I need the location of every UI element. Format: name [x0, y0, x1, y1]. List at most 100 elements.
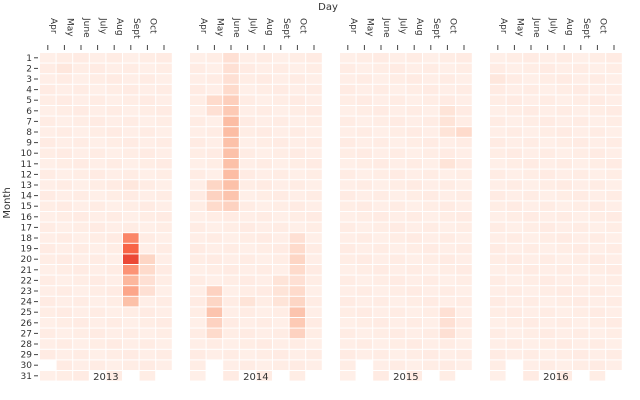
heatmap-cell [73, 233, 89, 243]
heatmap-cell [106, 116, 122, 127]
heatmap-cell [490, 328, 506, 339]
heatmap-cell [456, 137, 472, 148]
heatmap-cell [589, 318, 606, 328]
heatmap-cell [73, 371, 89, 381]
heatmap-cell [556, 180, 572, 190]
heatmap-cell [490, 275, 506, 286]
heatmap-cell [506, 265, 523, 275]
heatmap-cell [223, 318, 239, 328]
heatmap-cell [239, 307, 256, 317]
heatmap-cell [40, 275, 56, 286]
heatmap-cell [73, 201, 89, 211]
heatmap-cell [340, 360, 356, 370]
heatmap-cell [239, 95, 256, 105]
heatmap-cell [306, 95, 322, 105]
heatmap-cell [439, 159, 456, 169]
heatmap-cell [439, 286, 456, 296]
heatmap-cell [56, 190, 73, 201]
heatmap-cell [56, 307, 73, 317]
heatmap-cell [106, 53, 122, 63]
heatmap-cell [306, 63, 322, 74]
heatmap-cell [606, 190, 622, 201]
heatmap-cell [73, 212, 89, 222]
x-tick-label: June [531, 17, 541, 38]
heatmap-cell [306, 169, 322, 180]
heatmap-cell [73, 169, 89, 180]
heatmap-cell [539, 95, 556, 105]
heatmap-cell [239, 53, 256, 63]
heatmap-cell [56, 296, 73, 307]
heatmap-cell [256, 222, 272, 233]
heatmap-cell [373, 190, 389, 201]
heatmap-cell [223, 233, 239, 243]
heatmap-cell [89, 95, 106, 105]
heatmap-cell [606, 201, 622, 211]
heatmap-cell [456, 349, 472, 360]
heatmap-cell [190, 53, 206, 63]
heatmap-cell [439, 222, 456, 233]
heatmap-cell [40, 159, 56, 169]
heatmap-cell [573, 190, 589, 201]
heatmap-cell [106, 148, 122, 158]
heatmap-cell [256, 180, 272, 190]
heatmap-cell [389, 63, 406, 74]
heatmap-cell [273, 254, 289, 264]
heatmap-cell [439, 328, 456, 339]
heatmap-cell [223, 127, 239, 137]
heatmap-cell [123, 84, 139, 95]
x-tick-label: June [81, 17, 91, 38]
heatmap-cell [106, 180, 122, 190]
heatmap-cell [106, 296, 122, 307]
heatmap-cell [606, 212, 622, 222]
heatmap-cell [573, 307, 589, 317]
heatmap-cell [556, 318, 572, 328]
heatmap-cell [239, 296, 256, 307]
heatmap-cell [406, 307, 422, 317]
heatmap-cell [456, 190, 472, 201]
heatmap-cell [306, 84, 322, 95]
heatmap-cell [273, 137, 289, 148]
heatmap-cell [73, 286, 89, 296]
heatmap-cell [406, 318, 422, 328]
heatmap-cell [523, 318, 539, 328]
heatmap-cell [190, 137, 206, 148]
heatmap-cell [556, 127, 572, 137]
heatmap-cell [340, 212, 356, 222]
heatmap-cell [556, 265, 572, 275]
heatmap-cell [523, 137, 539, 148]
heatmap-cell [239, 201, 256, 211]
heatmap-cell [139, 53, 156, 63]
heatmap-cell [273, 275, 289, 286]
heatmap-cell [89, 190, 106, 201]
heatmap-cell [89, 328, 106, 339]
heatmap-cell [406, 339, 422, 349]
heatmap-cell [439, 349, 456, 360]
heatmap-cell [456, 360, 472, 370]
heatmap-cell [123, 116, 139, 127]
heatmap-cell [606, 148, 622, 158]
heatmap-cell [539, 254, 556, 264]
heatmap-cell [389, 265, 406, 275]
heatmap-cell [439, 169, 456, 180]
heatmap-cell [356, 349, 373, 360]
heatmap-cell [573, 169, 589, 180]
heatmap-cell [40, 296, 56, 307]
heatmap-cell [523, 180, 539, 190]
heatmap-cell [340, 106, 356, 116]
heatmap-cell [439, 307, 456, 317]
heatmap-cell [539, 84, 556, 95]
panel-2013: Apr May June July Aug Sept Oct 2013 [40, 17, 172, 383]
heatmap-cell [523, 106, 539, 116]
heatmap-cell [556, 275, 572, 286]
x-tick-label: June [381, 17, 391, 38]
heatmap-cell [589, 254, 606, 264]
heatmap-cell [223, 180, 239, 190]
heatmap-cell [106, 212, 122, 222]
heatmap-cell [556, 328, 572, 339]
heatmap-cell [356, 254, 373, 264]
heatmap-cell [206, 254, 223, 264]
heatmap-cell [106, 339, 122, 349]
heatmap-cell [490, 318, 506, 328]
heatmap-cell [106, 106, 122, 116]
heatmap-cell [40, 243, 56, 254]
